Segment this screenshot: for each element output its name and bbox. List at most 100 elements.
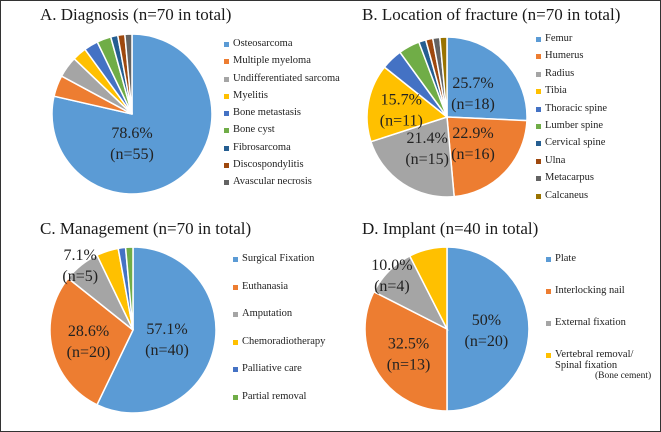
legend-item-chemoradiotherapy: Chemoradiotherapy xyxy=(233,336,325,364)
legend-swatch xyxy=(546,257,551,262)
legend-item-interlocking-nail: Interlocking nail xyxy=(546,285,651,317)
pie-slice-humerus xyxy=(446,116,528,198)
data-label-percent: 28.6% xyxy=(68,323,109,340)
pie-slice-tibia xyxy=(366,66,449,143)
pie-slice-calcaneus xyxy=(439,36,448,118)
legend-label: Surgical Fixation xyxy=(242,253,315,264)
legend-item-bone-metastasis: Bone metastasis xyxy=(224,107,340,124)
pie-slice-surgical-fixation xyxy=(95,246,217,414)
panel-management: C. Management (n=70 in total) 57.1% (n=40… xyxy=(0,216,330,432)
legend-swatch xyxy=(233,312,238,317)
legend-label: Humerus xyxy=(545,50,584,62)
legend-label: Discospondylitis xyxy=(233,159,304,171)
data-label-external-fixation: 10.0% (n=4) xyxy=(371,257,412,295)
pie-chart-implant: 50% (n=20) 32.5% (n=13) 10.0% (n=4) xyxy=(364,246,530,412)
pie-slice-radius xyxy=(369,115,455,198)
pie-slice-interlocking-nail xyxy=(364,290,448,412)
data-label-count: (n=16) xyxy=(451,146,495,163)
data-label-count: (n=20) xyxy=(67,344,111,361)
data-label-femur: 25.7% (n=18) xyxy=(451,75,495,113)
legend-swatch xyxy=(224,128,229,134)
legend-label: Vertebral removal/ xyxy=(555,349,634,360)
legend-label: Euthanasia xyxy=(242,280,289,292)
chart-title: B. Location of fracture (n=70 in total) xyxy=(362,5,621,24)
legend-item-multiple-myeloma: Multiple myeloma xyxy=(224,55,340,72)
legend-item-bone-cyst: Bone cyst xyxy=(224,124,340,141)
legend-swatch xyxy=(536,106,541,112)
legend-item-fibrosarcoma: Fibrosarcoma xyxy=(224,142,340,159)
legend-diagnosis: Osteosarcoma Multiple myeloma Undifferenti… xyxy=(224,38,340,194)
data-label-radius: 21.4% (n=15) xyxy=(405,130,449,168)
data-label-interlocking-nail: 32.5% (n=13) xyxy=(387,336,431,374)
legend-label: Lumber spine xyxy=(545,119,604,131)
data-label-count: (n=55) xyxy=(110,146,154,163)
legend-swatch xyxy=(233,284,238,290)
data-label-percent: 7.1% xyxy=(64,247,97,264)
legend-item-external-fixation: External fixation xyxy=(546,317,651,349)
legend-label: Undifferentiated sarcoma xyxy=(233,72,340,84)
legend-label: External fixation xyxy=(555,317,626,328)
legend-swatch xyxy=(224,93,229,99)
legend-label: Plate xyxy=(555,253,576,264)
legend-swatch xyxy=(546,321,551,326)
legend-swatch xyxy=(536,54,541,60)
legend-label: Femur xyxy=(545,33,573,44)
legend-label: Osteosarcoma xyxy=(233,38,293,49)
legend-swatch xyxy=(224,59,229,65)
data-label-humerus: 22.9% (n=16) xyxy=(451,125,495,163)
legend-item-metacarpus: Metacarpus xyxy=(536,172,607,189)
chart-title: C. Management (n=70 in total) xyxy=(40,219,252,238)
data-label-percent: 22.9% xyxy=(452,125,493,142)
data-label-percent: 10.0% xyxy=(371,257,412,274)
legend-item-amputation: Amputation xyxy=(233,308,325,336)
legend-label: Ulna xyxy=(545,154,566,166)
panel-location-of-fracture: B. Location of fracture (n=70 in total) … xyxy=(330,0,660,216)
data-label-percent: 32.5% xyxy=(388,336,429,353)
legend-swatch xyxy=(233,394,238,400)
data-label-percent: 50% xyxy=(472,312,501,329)
data-label-count: (n=11) xyxy=(380,113,423,130)
legend-label: Bone cyst xyxy=(233,124,275,136)
chart-title: A. Diagnosis (n=70 in total) xyxy=(40,5,232,24)
data-label-count: (n=15) xyxy=(405,151,449,168)
legend-swatch xyxy=(536,193,541,199)
data-label-amputation: 7.1% (n=5) xyxy=(62,247,98,285)
legend-swatch xyxy=(224,111,229,117)
data-label-osteosarcoma: 78.6% (n=55) xyxy=(110,125,154,163)
data-label-count: (n=5) xyxy=(62,268,98,285)
legend-swatch xyxy=(233,367,238,372)
pie-slice-vertebral-removal-spinal-fixation-bone-cement xyxy=(408,246,448,330)
legend-label: Cervical spine xyxy=(545,137,606,149)
legend-label: Amputation xyxy=(242,308,293,319)
data-label-percent: 15.7% xyxy=(381,92,422,109)
pie-slice-avascular-necrosis xyxy=(124,33,133,115)
legend-swatch xyxy=(546,289,551,294)
data-label-percent: 21.4% xyxy=(407,130,448,147)
legend-implant: Plate Interlocking nail External fixation V… xyxy=(546,253,651,381)
legend-label: Palliative care xyxy=(242,363,302,374)
legend-location: Femur Humerus Radius Tibia Thoracic spine Lum… xyxy=(536,33,607,207)
data-label-surgical-fixation: 57.1% (n=40) xyxy=(145,321,189,359)
legend-item-palliative-care: Palliative care xyxy=(233,363,325,391)
data-label-count: (n=18) xyxy=(451,96,495,113)
legend-label: Bone metastasis xyxy=(233,107,301,119)
legend-swatch xyxy=(224,163,229,169)
legend-label: Thoracic spine xyxy=(545,102,608,114)
legend-swatch xyxy=(546,353,551,358)
panel-implant: D. Implant (n=40 in total) 50% (n=20) 32.5… xyxy=(330,216,660,432)
legend-item-tibia: Tibia xyxy=(536,85,607,102)
legend-item-avascular-necrosis: Avascular necrosis xyxy=(224,176,340,193)
legend-item-euthanasia: Euthanasia xyxy=(233,281,325,309)
legend-swatch xyxy=(233,339,238,345)
legend-item-discospondylitis: Discospondylitis xyxy=(224,159,340,176)
legend-swatch xyxy=(536,123,541,129)
legend-label: Partial removal xyxy=(242,390,307,402)
data-label-percent: 57.1% xyxy=(146,321,187,338)
legend-item-humerus: Humerus xyxy=(536,50,607,67)
legend-swatch xyxy=(536,158,541,164)
pie-slice-plate xyxy=(446,246,530,412)
legend-label: Fibrosarcoma xyxy=(233,141,291,153)
legend-swatch xyxy=(224,180,229,186)
data-label-plate: 50% (n=20) xyxy=(465,312,509,350)
pie-chart-location: 25.7% (n=18) 22.9% (n=16)21.4% (n=15) 15.7% (n… xyxy=(366,36,528,198)
